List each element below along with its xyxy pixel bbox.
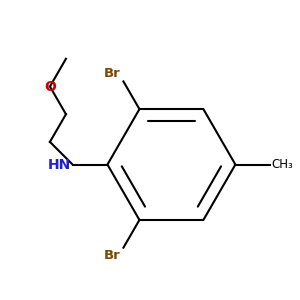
Text: CH₃: CH₃	[272, 158, 293, 171]
Text: O: O	[44, 80, 56, 94]
Text: Br: Br	[104, 249, 121, 262]
Text: Br: Br	[104, 67, 121, 80]
Text: HN: HN	[48, 158, 71, 172]
